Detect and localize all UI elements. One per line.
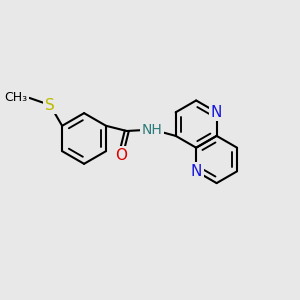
Text: O: O xyxy=(116,148,128,163)
Text: N: N xyxy=(190,164,202,179)
Text: S: S xyxy=(45,98,55,112)
Text: CH₃: CH₃ xyxy=(4,92,27,104)
Text: N: N xyxy=(211,105,222,120)
Text: NH: NH xyxy=(142,123,163,136)
